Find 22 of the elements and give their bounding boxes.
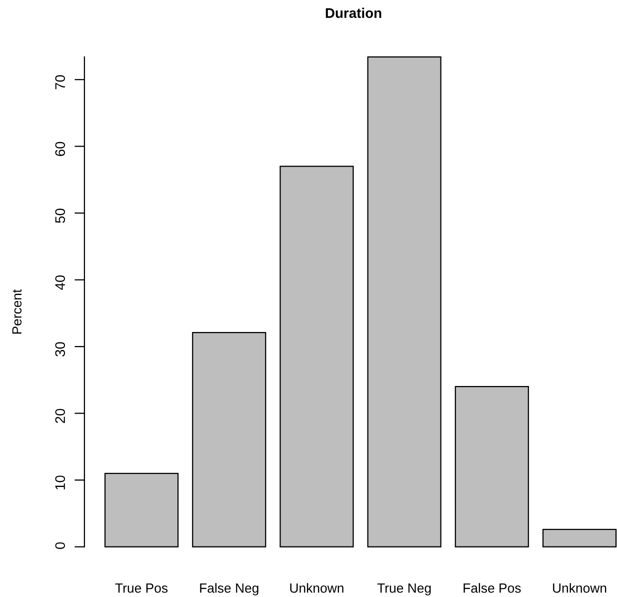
chart-title: Duration [326, 8, 382, 18]
y-tick-label: 50 [55, 208, 66, 223]
y-tick-label: 10 [55, 476, 66, 490]
bar [280, 166, 354, 548]
bar [192, 332, 266, 548]
x-tick-label: True Neg [377, 584, 431, 596]
x-tick-label: True Pos [115, 584, 168, 593]
x-tick-label: False Pos [464, 583, 521, 593]
bar [542, 528, 617, 548]
y-tick-label: 0 [55, 542, 66, 549]
bar [104, 472, 179, 548]
y-tick-label: 40 [55, 275, 66, 290]
x-tick-label: Unknown [290, 583, 344, 593]
y-tick-label: 70 [55, 75, 66, 90]
y-tick-label: 30 [55, 342, 66, 356]
bar [367, 56, 442, 548]
bar [454, 386, 529, 548]
x-tick-label: Unknown [553, 583, 606, 593]
x-tick-label: False Neg [200, 583, 258, 596]
y-tick-label: 20 [55, 408, 66, 424]
y-tick-label: 60 [55, 142, 66, 156]
y-axis-title: Percent [12, 289, 22, 334]
